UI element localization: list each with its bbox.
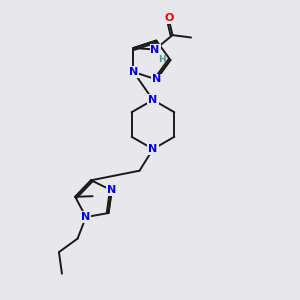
Text: N: N — [151, 44, 160, 55]
Text: N: N — [129, 67, 138, 77]
Text: O: O — [164, 13, 174, 23]
Text: N: N — [81, 212, 91, 222]
Text: N: N — [148, 144, 158, 154]
Text: N: N — [107, 185, 116, 195]
Text: N: N — [152, 74, 161, 84]
Text: H: H — [158, 55, 166, 64]
Text: N: N — [148, 95, 158, 105]
